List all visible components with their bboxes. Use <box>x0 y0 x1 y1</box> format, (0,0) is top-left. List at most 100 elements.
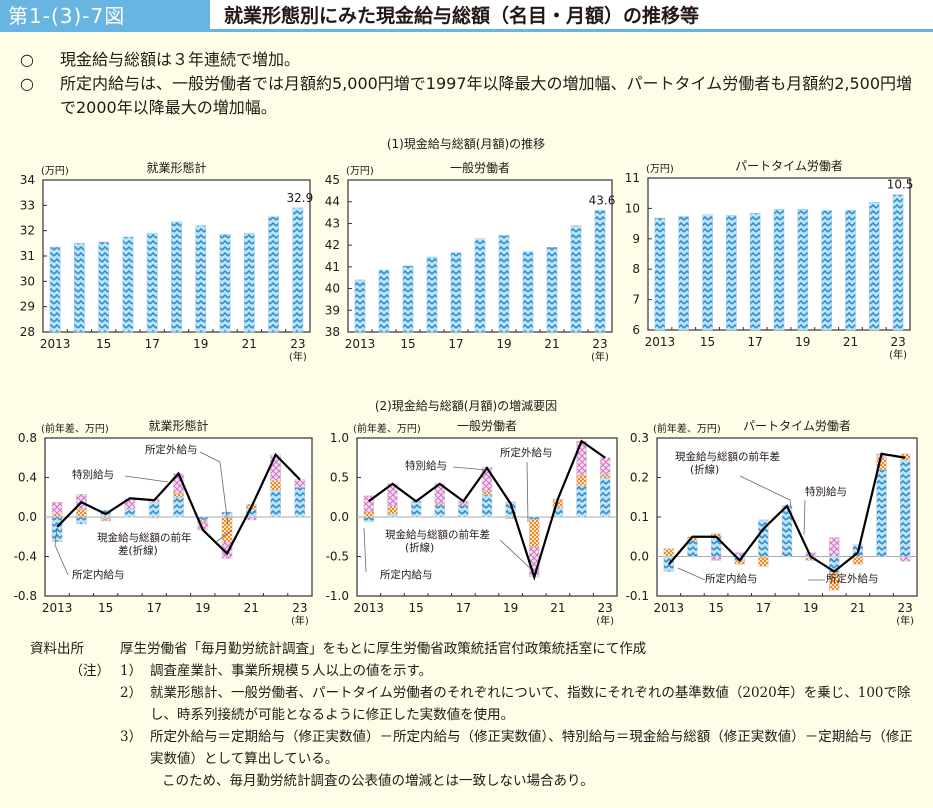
bar-bonus-pay <box>294 479 306 488</box>
bar-base-pay <box>899 459 911 557</box>
bar <box>594 210 606 333</box>
chart-6: パートタイム労働者 (前年差、万円) -0.1 0.0 0.1 0.2 0.3 2013 15 1… <box>626 419 918 627</box>
bar-bonus-pay <box>899 556 911 562</box>
annotation-leader <box>803 499 806 536</box>
y-tick-label: 32 <box>20 224 35 238</box>
bar-bonus-pay <box>100 518 112 522</box>
source-text: 厚生労働省「毎月勤労統計調査」をもとに厚生労働省政策統括官付政策統括室にて作成 <box>120 641 647 657</box>
annotation-label: 特別給与 <box>405 459 447 472</box>
bar-base-pay <box>294 487 306 518</box>
bar-bonus-pay <box>599 457 611 475</box>
chart-1: 就業形態計 (万円) 28 29 30 31 32 33 34 2013 15 17 19 21 23(年)… <box>20 160 314 363</box>
annotation-leader <box>452 466 488 471</box>
bar <box>570 225 582 333</box>
bar-overtime-pay <box>51 513 63 518</box>
notes: 資料出所 厚生労働省「毎月勤労統計調査」をもとに厚生労働省政策統括官付政策統括室… <box>30 638 932 792</box>
bar-overtime-pay <box>76 508 87 518</box>
y-tick-label: 0.3 <box>630 431 649 445</box>
x-tick-label: 2013 <box>354 601 385 615</box>
y-tick-label: 0.2 <box>630 471 649 485</box>
figure-header: 第1-(3)-7図 就業形態別にみた現金給与総額（名目・月額）の推移等 <box>0 0 933 32</box>
annotation-leader <box>54 527 69 576</box>
x-tick-label: 17 <box>145 337 160 351</box>
bar <box>522 251 534 333</box>
bar <box>678 216 690 331</box>
annotation-label: 所定内給与 <box>72 568 125 581</box>
x-tick-label: 2013 <box>40 337 71 351</box>
x-axis-unit: (年) <box>291 614 309 627</box>
y-tick-label: 29 <box>20 300 35 314</box>
bar-bonus-pay <box>245 516 257 521</box>
bar-base-pay <box>270 490 281 518</box>
y-tick-label: -0.5 <box>326 550 349 564</box>
y-tick-label: 0.0 <box>18 510 37 524</box>
notes-label: （注） <box>69 663 111 679</box>
annotation-label: (折線) <box>405 541 434 554</box>
bar <box>354 279 366 333</box>
x-tick-label: 23 <box>598 601 613 615</box>
x-tick-label: 17 <box>448 337 463 351</box>
note-text: 就業形態計、一般労働者、パートタイム労働者のそれぞれについて、指数にそれぞれの基… <box>150 685 911 723</box>
chart-title: パートタイム労働者 <box>743 419 851 433</box>
annotation-label: 特別給与 <box>805 485 847 498</box>
note-text: 所定外給与＝定期給与（修正実数値）－所定内給与（修正実数値）、特別給与＝現金給与… <box>150 729 913 767</box>
bar <box>195 225 207 333</box>
y-tick-label: 9 <box>632 232 640 246</box>
bar <box>268 216 279 333</box>
x-tick-label: 15 <box>700 335 715 349</box>
annotation-label: 現金給与総額の前年差 <box>385 528 490 541</box>
y-tick-label: 33 <box>20 198 35 212</box>
summary-text: 所定内給与は、一般労働者では月額約5,000円増で1997年以降最大の増加幅、パ… <box>60 74 913 117</box>
annotation-label: 所定外給与 <box>500 446 553 459</box>
data-label: 10.5 <box>887 178 914 192</box>
y-tick-label: 44 <box>325 195 340 209</box>
x-tick-label: 19 <box>193 337 208 351</box>
bar-overtime-pay <box>852 556 864 565</box>
x-axis-unit: (年) <box>596 614 614 627</box>
x-tick-label: 19 <box>803 601 818 615</box>
bar-base-pay <box>481 494 493 518</box>
x-axis-unit: (年) <box>889 348 907 361</box>
y-tick-label: -0.4 <box>14 550 37 564</box>
y-tick-label: -0.8 <box>14 589 37 603</box>
y-tick-label: 42 <box>325 238 340 252</box>
bar-base-pay <box>363 516 375 522</box>
bar-overtime-pay <box>100 516 112 520</box>
bar <box>654 217 666 331</box>
chart-title: パートタイム労働者 <box>735 159 843 173</box>
annotation-leader <box>363 527 367 573</box>
section-title-factors: (2)現金給与総額(月額)の増減要因 <box>374 399 558 413</box>
figure-number: 第1-(3)-7図 <box>8 4 126 28</box>
note-number: 1） <box>120 663 143 679</box>
section-title-trend: (1)現金給与総額(月額)の推移 <box>386 137 546 151</box>
x-axis-unit: (年) <box>591 350 609 363</box>
bar <box>773 209 785 331</box>
note-text: このため、毎月勤労統計調査の公表値の増減とは一致しない場合あり。 <box>162 773 594 789</box>
bar-overtime-pay <box>363 511 375 518</box>
bar <box>868 202 880 331</box>
chart-title: 就業形態計 <box>148 418 208 433</box>
chart-2: 一般労働者 (万円) 38 39 40 41 42 43 44 45 2013 15 17 19 21 23(… <box>325 160 616 363</box>
annotation-leader <box>499 539 531 569</box>
x-tick-label: 19 <box>195 601 210 615</box>
bar-overtime-pay <box>173 493 184 498</box>
bar <box>219 234 231 333</box>
summary: ○ 現金給与総額は３年連続で増加。 ○ 所定内給与は、一般労働者では月額約5,0… <box>20 48 920 120</box>
bar-base-pay <box>124 508 136 518</box>
bar <box>797 209 809 331</box>
y-tick-label: 31 <box>20 249 35 263</box>
y-tick-label: 43 <box>325 216 340 230</box>
bar <box>892 194 904 331</box>
x-tick-label: 23 <box>890 335 905 349</box>
x-tick-label: 21 <box>850 601 865 615</box>
y-tick-label: 45 <box>325 173 340 187</box>
bar-base-pay <box>434 504 445 518</box>
bar-base-pay <box>173 497 184 518</box>
x-tick-label: 23 <box>290 337 305 351</box>
chart-5: 一般労働者 (前年差、万円) -1.0 -0.5 0.0 0.5 1.0 2013 15 17 19… <box>326 418 618 627</box>
bar-base-pay <box>458 504 469 518</box>
annotation-leader <box>124 475 169 483</box>
x-tick-label: 19 <box>496 337 511 351</box>
note-row: 3） 所定外給与＝定期給与（修正実数値）－所定内給与（修正実数値）、特別給与＝現… <box>30 726 932 770</box>
x-tick-label: 2013 <box>654 601 685 615</box>
